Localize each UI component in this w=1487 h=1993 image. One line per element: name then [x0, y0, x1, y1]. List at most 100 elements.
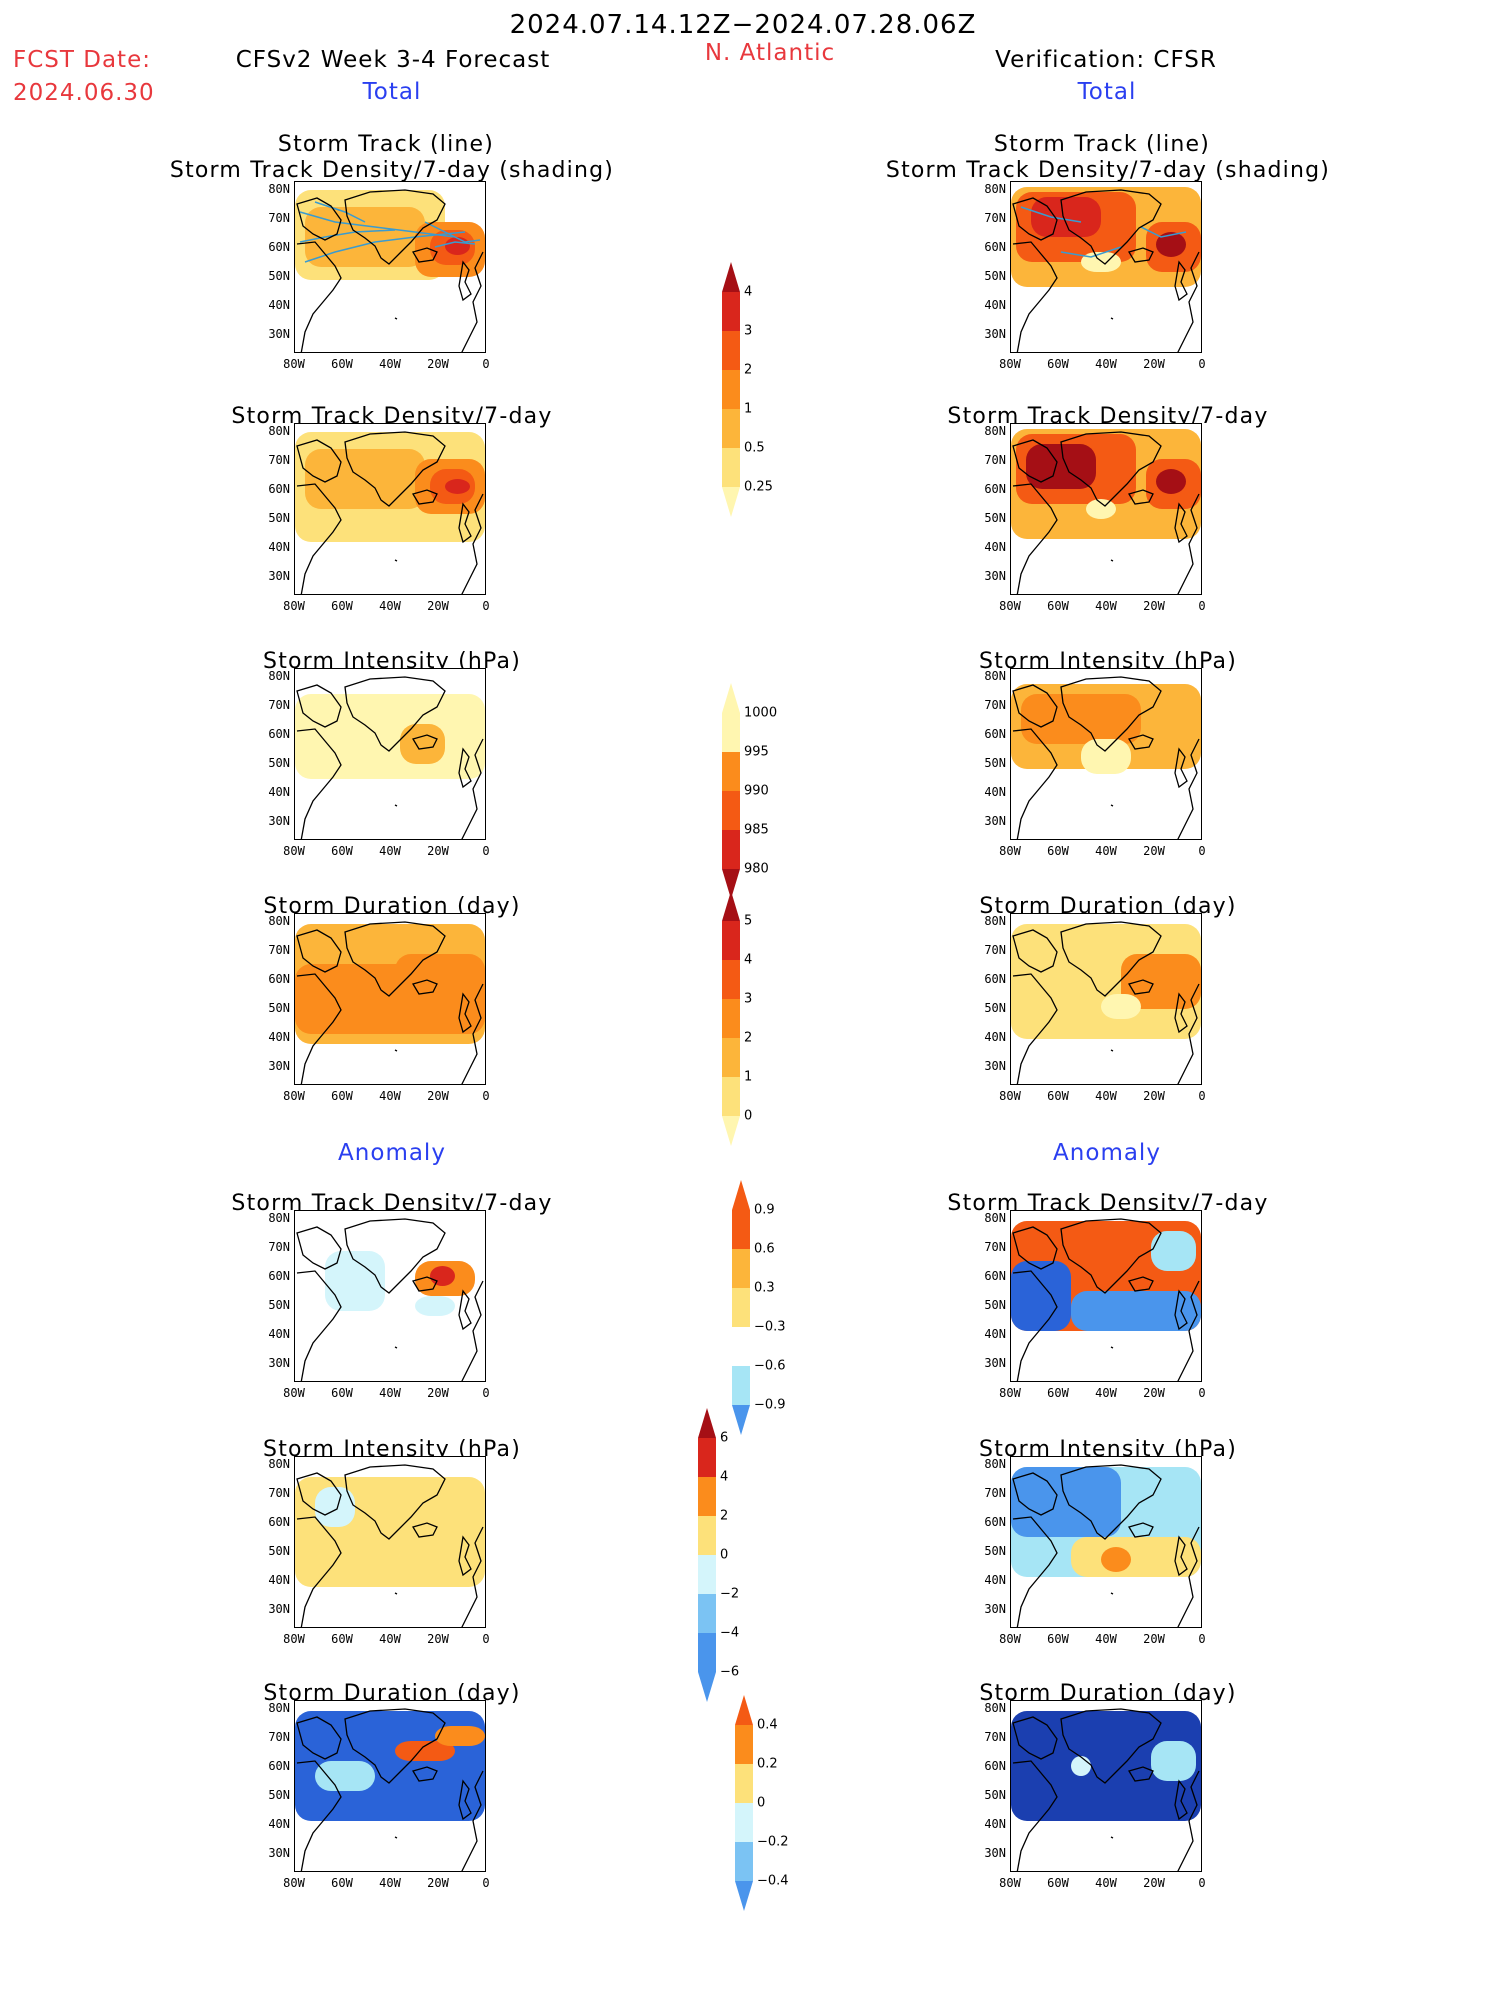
lat-tick-label: 60N: [984, 240, 1006, 254]
coastline: [412, 1766, 438, 1782]
lat-tick-label: 30N: [984, 814, 1006, 828]
colorbar-segment: [722, 713, 740, 752]
coastline: [296, 728, 342, 839]
coastline: [296, 1716, 342, 1760]
colorbar-segment: [735, 1725, 753, 1764]
lat-tick-label: 50N: [268, 1001, 290, 1015]
lat-tick-label: 70N: [268, 1486, 290, 1500]
lat-tick-label: 30N: [984, 1602, 1006, 1616]
lon-tick-label: 0: [1198, 357, 1206, 371]
lon-tick-label: 80W: [999, 844, 1021, 858]
coastline: [1174, 1535, 1188, 1577]
lon-tick-label: 20W: [427, 1632, 449, 1646]
coastline: [296, 1270, 342, 1381]
coastline: [461, 983, 484, 1084]
lat-tick-label: 80N: [984, 182, 1006, 196]
coastline: [1012, 1270, 1058, 1381]
colorbar-label: 1: [744, 1069, 753, 1085]
colorbar-intensity-anom: 6 4 2 0 −2 −4 −6: [698, 1408, 739, 1784]
colorbar-segment: [722, 370, 740, 409]
lat-tick-label: 30N: [984, 1846, 1006, 1860]
lon-tick-label: 40W: [379, 1632, 401, 1646]
colorbar-segment: [698, 1516, 716, 1555]
colorbar-label: 1000: [744, 705, 778, 721]
lat-tick-label: 40N: [268, 1030, 290, 1044]
colorbar-segment: [722, 960, 740, 999]
lat-tick-label: 50N: [984, 1298, 1006, 1312]
shading-region: [395, 1741, 455, 1761]
colorbar-segment: [722, 409, 740, 448]
colorbar-density-anom: 0.9 0.6 0.3 −0.3 −0.6 −0.9: [732, 1180, 786, 1517]
lat-tick-label: 40N: [984, 1573, 1006, 1587]
lon-tick-label: 20W: [427, 844, 449, 858]
coastline: [296, 684, 342, 728]
shading-region: [395, 954, 485, 1009]
lat-tick-label: 40N: [984, 785, 1006, 799]
coastline: [1174, 1779, 1188, 1821]
colorbar-label: 3: [744, 323, 753, 339]
colorbar-label: −0.9: [754, 1397, 786, 1413]
lat-tick-label: 50N: [268, 756, 290, 770]
lat-tick-label: 40N: [984, 540, 1006, 554]
coastline: [458, 1779, 472, 1821]
coastline: [1012, 1226, 1058, 1270]
lat-tick-label: 70N: [268, 943, 290, 957]
colorbar-duration-anom: 0.4 0.2 0 −0.2 −0.4: [735, 1695, 789, 1993]
lon-tick-label: 40W: [1095, 357, 1117, 371]
colorbar-segment: [732, 1210, 750, 1249]
lat-tick-label: 70N: [268, 453, 290, 467]
coastline: [1060, 921, 1162, 997]
lon-tick-label: 80W: [999, 1386, 1021, 1400]
lon-tick-label: 60W: [331, 1632, 353, 1646]
coastline: [344, 1464, 446, 1540]
lat-tick-label: 80N: [984, 914, 1006, 928]
colorbar-segment: [698, 1477, 716, 1516]
colorbar-label: 6: [720, 1430, 729, 1446]
lon-tick-label: 0: [1198, 1089, 1206, 1103]
lon-tick-label: 80W: [283, 1089, 305, 1103]
lat-tick-label: 60N: [984, 1269, 1006, 1283]
coastline: [296, 1226, 342, 1270]
lon-tick-label: 20W: [427, 599, 449, 613]
lat-tick-label: 50N: [984, 1001, 1006, 1015]
colorbar-label: 1: [744, 401, 753, 417]
shading-region: [1071, 1537, 1201, 1577]
lat-tick-label: 40N: [984, 1030, 1006, 1044]
shading-region: [1011, 924, 1201, 1039]
anomaly-label-right: Anomaly: [1053, 1140, 1161, 1166]
colorbar-label: 0.25: [744, 479, 773, 495]
colorbar-duration-total: 5 4 3 2 1 0: [722, 891, 752, 1228]
lon-tick-label: 60W: [331, 1089, 353, 1103]
coastline: [1174, 260, 1188, 302]
lat-tick-label: 70N: [984, 1730, 1006, 1744]
lon-tick-label: 20W: [427, 1876, 449, 1890]
lon-tick-label: 40W: [379, 1089, 401, 1103]
colorbar-label: 4: [744, 284, 753, 300]
lon-tick-label: 20W: [1143, 1089, 1165, 1103]
lon-tick-label: 60W: [331, 357, 353, 371]
lon-tick-label: 40W: [1095, 1632, 1117, 1646]
colorbar-arrow: [732, 1405, 750, 1435]
shading-region: [1101, 994, 1141, 1019]
colorbar-label: 0: [757, 1795, 766, 1811]
map-panel: [1010, 1700, 1202, 1872]
coastline: [1060, 431, 1162, 507]
lat-tick-label: 60N: [984, 1759, 1006, 1773]
lat-tick-label: 60N: [268, 482, 290, 496]
lat-tick-label: 70N: [984, 1486, 1006, 1500]
storm-track-line: [1060, 246, 1122, 258]
colorbar-segment: [732, 1366, 750, 1405]
coastline: [296, 197, 342, 241]
coastline: [458, 1289, 472, 1331]
lat-tick-label: 50N: [268, 1788, 290, 1802]
colorbar-segment: [735, 1803, 753, 1842]
lon-tick-label: 60W: [1047, 599, 1069, 613]
colorbar-label: 4: [744, 952, 753, 968]
coastline: [296, 929, 342, 973]
lon-tick-label: 0: [482, 599, 490, 613]
shading-region: [315, 1487, 355, 1527]
colorbar-segment: [722, 999, 740, 1038]
lat-tick-label: 50N: [984, 756, 1006, 770]
shading-region: [445, 479, 470, 494]
coastline: [461, 738, 484, 839]
